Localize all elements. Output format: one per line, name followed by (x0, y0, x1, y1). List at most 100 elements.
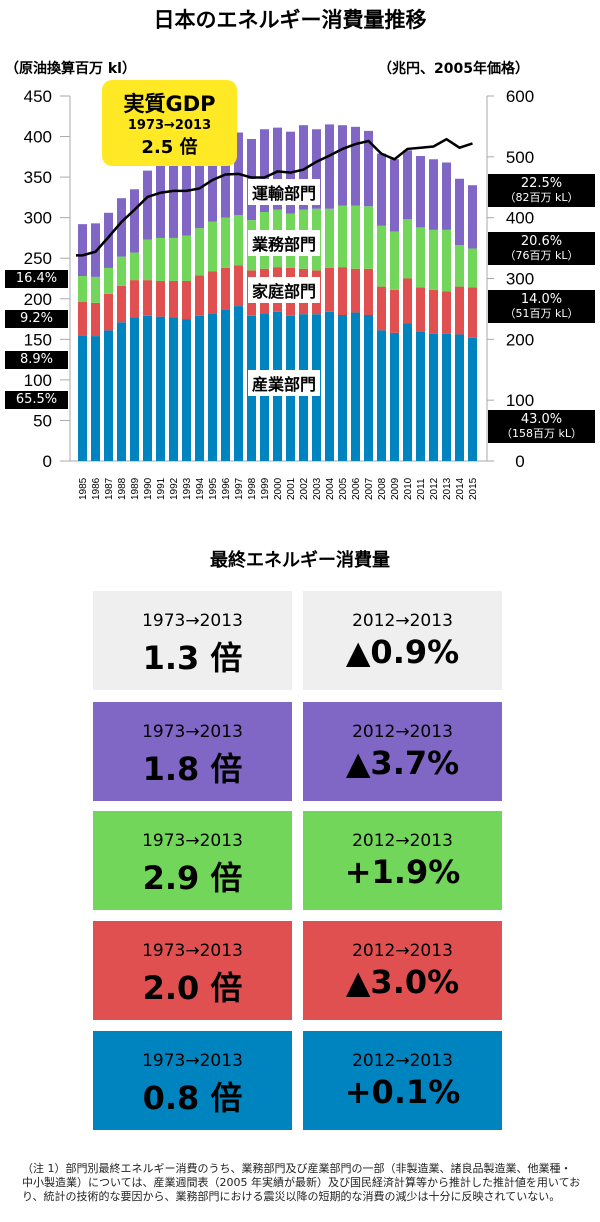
bar-業務部門 (208, 221, 217, 272)
right-axis-unit: （兆円、2005年価格） (378, 61, 529, 77)
bar-家庭部門 (91, 302, 100, 337)
bar-業務部門 (91, 276, 100, 303)
label-industry: 産業部門 (248, 370, 321, 396)
label-commercial: 業務部門 (248, 230, 321, 256)
bar-業務部門 (234, 215, 243, 266)
bar-運輸部門 (377, 153, 386, 226)
card-period: 1973→2013 (142, 611, 243, 631)
bar-業務部門 (156, 237, 165, 281)
label-transport: 運輸部門 (248, 179, 321, 205)
stat-card-long: 1973→2013 0.8 倍 (93, 1031, 292, 1130)
y-tick-label: 200 (24, 290, 52, 309)
bar-業務部門 (221, 217, 230, 268)
bar-運輸部門 (403, 150, 412, 220)
bar-産業部門 (234, 306, 243, 461)
y-tick-label: 250 (24, 249, 52, 268)
card-period: 1973→2013 (142, 831, 243, 851)
x-tick-label: 2004 (325, 477, 336, 500)
x-tick-label: 2001 (286, 477, 297, 500)
gdp-line (76, 137, 473, 257)
bar-業務部門 (195, 228, 204, 276)
card-value: ▲0.9% (345, 633, 460, 671)
bar-産業部門 (416, 331, 425, 461)
bar-産業部門 (325, 311, 334, 461)
bar-家庭部門 (351, 268, 360, 313)
bar-家庭部門 (325, 267, 334, 312)
footnote: （注 1）部門別最終エネルギー消費のうち、業務部門及び産業部門の一部（非製造業、… (22, 1162, 581, 1203)
x-tick-label: 1989 (130, 477, 141, 500)
bar-家庭部門 (429, 289, 438, 334)
x-tick-label: 1994 (195, 477, 206, 500)
bar-産業部門 (91, 336, 100, 461)
bar-運輸部門 (117, 198, 126, 257)
bar-運輸部門 (221, 159, 230, 218)
bar-産業部門 (117, 322, 126, 461)
card-value: +1.9% (344, 853, 461, 891)
x-tick-label: 1993 (182, 477, 193, 500)
bar-家庭部門 (182, 280, 191, 320)
y-tick-label: 100 (24, 371, 52, 390)
bar-業務部門 (169, 237, 178, 281)
gdp-label: 実質GDP (123, 92, 216, 116)
bar-家庭部門 (377, 286, 386, 331)
bar-運輸部門 (143, 170, 152, 240)
y2-tick-label: 100 (506, 391, 534, 410)
card-period: 1973→2013 (142, 1051, 243, 1071)
bar-産業部門 (78, 335, 87, 461)
bar-運輸部門 (156, 164, 165, 238)
bar-家庭部門 (364, 268, 373, 315)
bar-家庭部門 (221, 267, 230, 310)
stat-card-long: 1973→2013 1.3 倍 (93, 591, 292, 690)
x-tick-label: 2006 (351, 477, 362, 500)
bar-産業部門 (338, 315, 347, 461)
bar-運輸部門 (78, 224, 87, 277)
bar-業務部門 (364, 206, 373, 269)
bar-家庭部門 (169, 280, 178, 318)
bar-家庭部門 (130, 280, 139, 318)
bar-業務部門 (442, 229, 451, 292)
x-tick-label: 1999 (260, 477, 271, 500)
stat-card-short: 2012→2013 +1.9% (303, 811, 502, 910)
share-amount: （76百万 kL） (504, 249, 579, 262)
y-tick-label: 150 (24, 330, 52, 349)
card-value: 2.0 倍 (142, 969, 243, 1007)
bar-運輸部門 (273, 127, 282, 210)
bar-運輸部門 (195, 163, 204, 229)
card-period: 2012→2013 (352, 941, 453, 961)
card-value: 1.3 倍 (142, 639, 243, 677)
right-share-industry: 43.0% （158百万 kL） (488, 410, 595, 443)
bar-産業部門 (169, 317, 178, 461)
right-share-commercial: 20.6% （76百万 kL） (488, 232, 595, 265)
share-pct: 14.0% (520, 292, 563, 307)
x-tick-label: 2000 (273, 477, 284, 500)
x-tick-label: 2007 (364, 477, 375, 500)
bar-家庭部門 (338, 267, 347, 315)
bar-業務部門 (429, 229, 438, 290)
bar-産業部門 (455, 334, 464, 461)
bar-運輸部門 (351, 126, 360, 206)
y2-tick-label: 200 (506, 330, 534, 349)
card-value: 0.8 倍 (142, 1079, 243, 1117)
bar-家庭部門 (234, 265, 243, 307)
bar-家庭部門 (208, 271, 217, 314)
stat-card-long: 1973→2013 2.0 倍 (93, 921, 292, 1020)
y-tick-label: 0 (43, 452, 52, 471)
bar-産業部門 (143, 315, 152, 461)
x-tick-label: 2009 (390, 477, 401, 500)
y-tick-label: 300 (24, 209, 52, 228)
x-tick-label: 1998 (247, 477, 258, 500)
x-tick-label: 1985 (78, 477, 89, 500)
bar-家庭部門 (416, 287, 425, 332)
y2-tick-label: 300 (506, 270, 534, 289)
bar-業務部門 (182, 235, 191, 281)
bar-運輸部門 (299, 125, 308, 210)
card-period: 1973→2013 (142, 941, 243, 961)
x-tick-label: 1992 (169, 477, 180, 500)
y-tick-label: 350 (24, 168, 52, 187)
bar-家庭部門 (104, 293, 113, 331)
bar-業務部門 (377, 225, 386, 287)
bar-業務部門 (468, 248, 477, 288)
y2-tick-label: 600 (506, 87, 534, 106)
x-tick-label: 1988 (117, 477, 128, 500)
